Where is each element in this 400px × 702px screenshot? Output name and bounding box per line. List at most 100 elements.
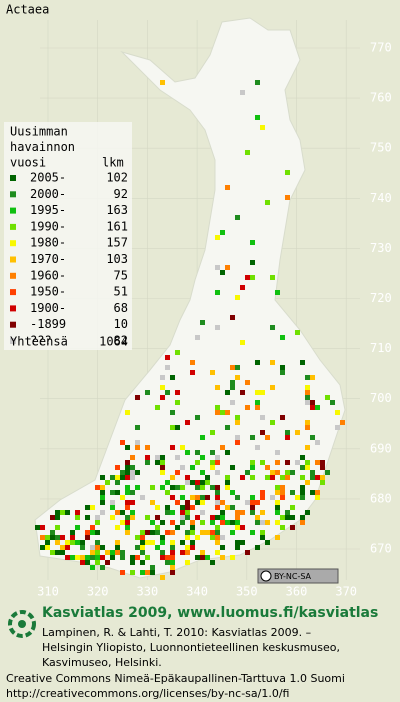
observation-square [295, 495, 300, 500]
observation-square [35, 525, 40, 530]
observation-square [215, 535, 220, 540]
license-url[interactable]: http://creativecommons.org/licenses/by-n… [6, 687, 289, 700]
observation-square [280, 525, 285, 530]
site-link[interactable]: Kasviatlas 2009, www.luomus.fi/kasviatla… [42, 605, 378, 621]
observation-square [125, 490, 130, 495]
observation-square [270, 420, 275, 425]
observation-square [285, 515, 290, 520]
observation-square [110, 505, 115, 510]
observation-square [160, 460, 165, 465]
observation-square [285, 430, 290, 435]
observation-square [225, 475, 230, 480]
observation-square [165, 510, 170, 515]
observation-square [295, 430, 300, 435]
license-badge[interactable]: BY-NC-SA [257, 568, 339, 584]
observation-square [250, 260, 255, 265]
y-axis-label: 750 [370, 141, 392, 155]
observation-square [70, 530, 75, 535]
observation-square [320, 460, 325, 465]
observation-square [105, 480, 110, 485]
observation-square [125, 485, 130, 490]
observation-square [180, 550, 185, 555]
observation-square [285, 170, 290, 175]
observation-square [195, 335, 200, 340]
observation-square [225, 485, 230, 490]
observation-square [165, 560, 170, 565]
observation-square [215, 490, 220, 495]
observation-square [265, 540, 270, 545]
observation-square [50, 550, 55, 555]
observation-square [115, 540, 120, 545]
observation-square [210, 485, 215, 490]
observation-square [135, 395, 140, 400]
observation-square [195, 555, 200, 560]
observation-square [65, 545, 70, 550]
observation-square [210, 465, 215, 470]
observation-square [170, 570, 175, 575]
observation-square [170, 545, 175, 550]
observation-square [280, 370, 285, 375]
x-axis-label: 370 [335, 585, 357, 599]
observation-square [45, 540, 50, 545]
observation-square [190, 525, 195, 530]
observation-square [275, 520, 280, 525]
observation-square [165, 490, 170, 495]
observation-square [275, 535, 280, 540]
observation-square [80, 555, 85, 560]
observation-square [230, 400, 235, 405]
citation-line: Lampinen, R. & Lahti, T. 2010: Kasviatla… [42, 626, 311, 639]
observation-square [155, 505, 160, 510]
observation-square [255, 400, 260, 405]
observation-square [110, 550, 115, 555]
y-axis-label: 760 [370, 91, 392, 105]
observation-square [160, 555, 165, 560]
observation-square [95, 515, 100, 520]
observation-square [250, 530, 255, 535]
observation-square [270, 325, 275, 330]
observation-square [240, 285, 245, 290]
observation-square [210, 430, 215, 435]
observation-square [255, 80, 260, 85]
observation-square [180, 540, 185, 545]
observation-square [180, 520, 185, 525]
observation-square [290, 515, 295, 520]
observation-square [200, 470, 205, 475]
observation-square [150, 540, 155, 545]
observation-square [235, 515, 240, 520]
legend-backdrop [4, 122, 132, 350]
observation-square [295, 460, 300, 465]
observation-square [280, 485, 285, 490]
observation-square [135, 535, 140, 540]
observation-square [185, 500, 190, 505]
observation-square [110, 475, 115, 480]
observation-square [170, 445, 175, 450]
observation-square [130, 455, 135, 460]
observation-square [160, 550, 165, 555]
observation-square [175, 525, 180, 530]
badge-icon [260, 570, 272, 582]
observation-square [240, 510, 245, 515]
observation-square [310, 470, 315, 475]
observation-square [175, 400, 180, 405]
observation-square [210, 535, 215, 540]
observation-square [200, 455, 205, 460]
observation-square [185, 535, 190, 540]
observation-square [190, 540, 195, 545]
observation-square [175, 425, 180, 430]
observation-square [275, 485, 280, 490]
observation-square [315, 490, 320, 495]
observation-square [335, 410, 340, 415]
observation-square [100, 510, 105, 515]
observation-square [240, 390, 245, 395]
observation-square [165, 505, 170, 510]
observation-square [125, 460, 130, 465]
observation-square [185, 480, 190, 485]
observation-square [145, 570, 150, 575]
observation-square [210, 515, 215, 520]
legend-count: 51 [114, 285, 128, 299]
observation-square [225, 520, 230, 525]
observation-square [205, 480, 210, 485]
observation-square [230, 555, 235, 560]
observation-square [150, 530, 155, 535]
observation-square [120, 555, 125, 560]
